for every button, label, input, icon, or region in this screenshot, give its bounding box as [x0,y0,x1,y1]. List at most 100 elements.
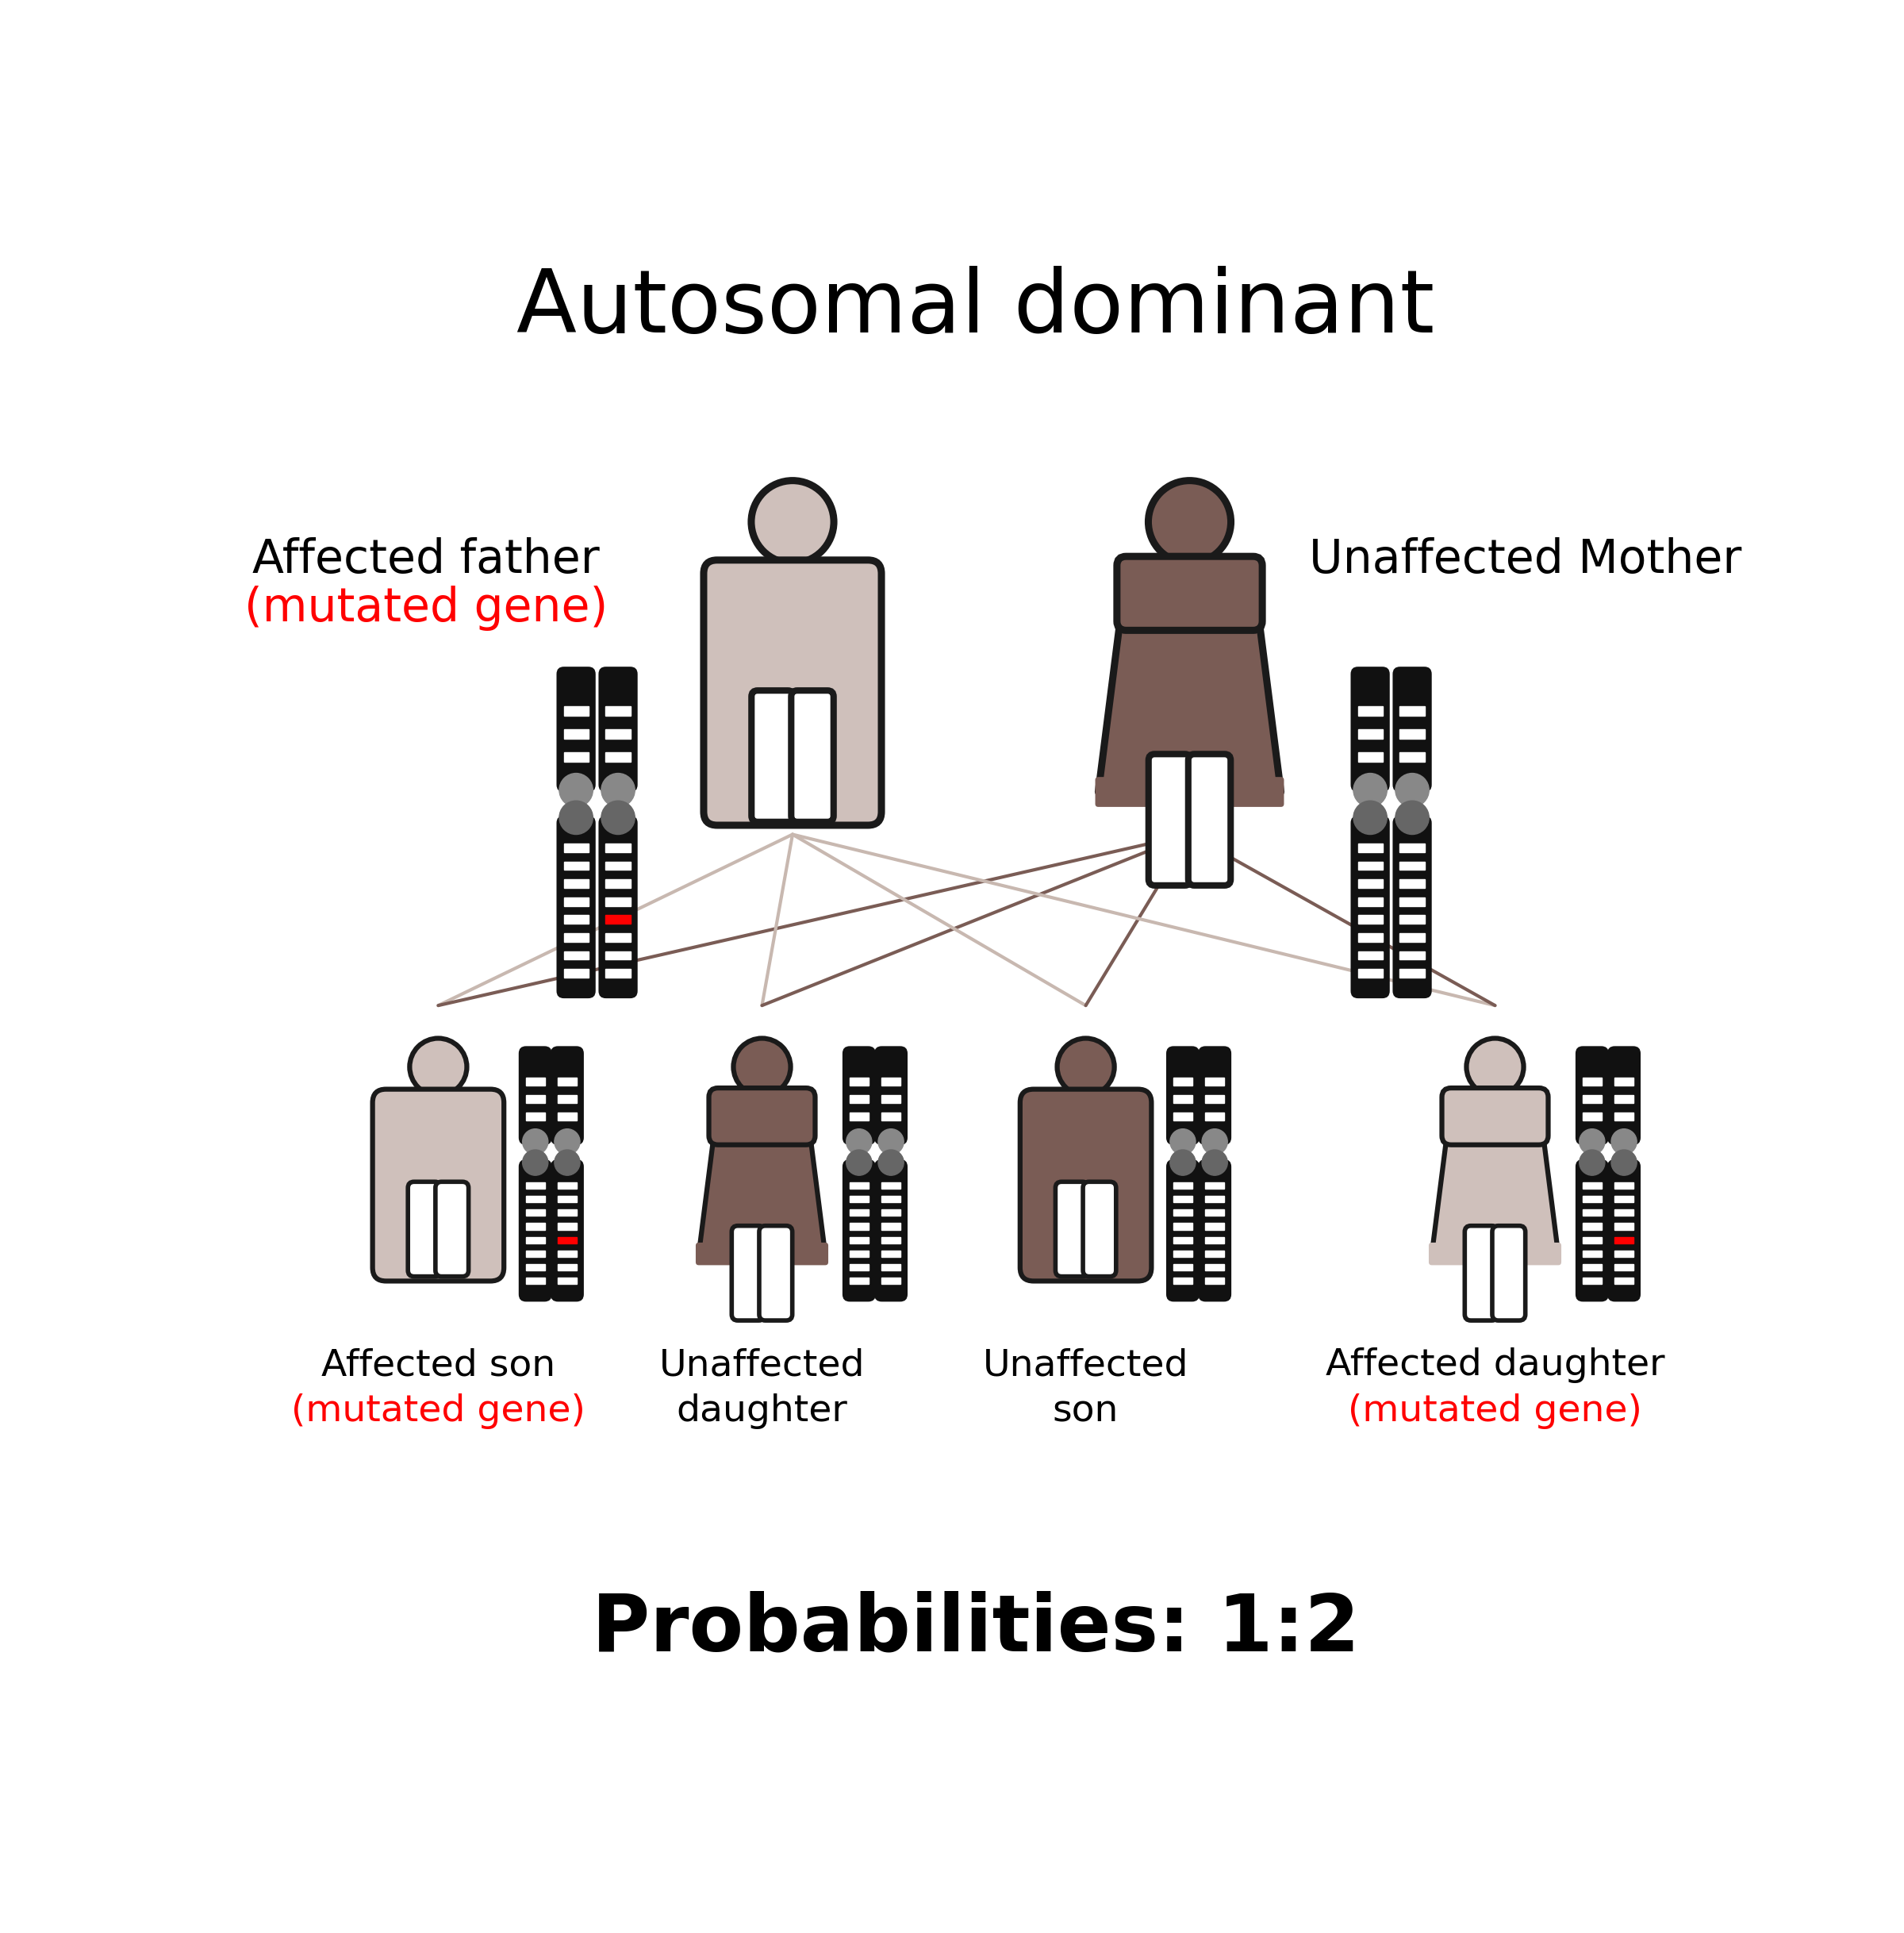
Circle shape [1057,1038,1114,1096]
FancyBboxPatch shape [842,1046,876,1144]
FancyBboxPatch shape [598,667,638,793]
Bar [605,752,630,762]
Bar [1582,1210,1601,1216]
Bar [1399,897,1424,907]
Bar [1582,1224,1601,1229]
Bar [1399,729,1424,738]
Bar [526,1183,545,1189]
Bar [882,1264,901,1270]
Text: Affected son: Affected son [322,1347,556,1384]
Circle shape [1148,481,1230,563]
Bar [605,914,630,924]
Bar [605,897,630,907]
Polygon shape [1099,574,1281,793]
Bar [1205,1251,1224,1256]
Bar [849,1197,868,1202]
Bar [1358,897,1382,907]
Bar [1205,1210,1224,1216]
Bar [1399,752,1424,762]
Bar [558,1079,577,1086]
Circle shape [1171,1150,1196,1175]
Bar [526,1251,545,1256]
Bar [1205,1183,1224,1189]
FancyBboxPatch shape [373,1088,505,1282]
Bar [564,862,588,870]
Bar [564,914,588,924]
Bar [1173,1210,1192,1216]
Bar [1582,1264,1601,1270]
FancyBboxPatch shape [1575,1160,1609,1301]
Bar [605,934,630,941]
Bar [1399,862,1424,870]
Bar [1358,968,1382,978]
Bar [605,706,630,715]
FancyBboxPatch shape [1083,1181,1116,1276]
FancyBboxPatch shape [1575,1046,1609,1144]
Bar [605,862,630,870]
Bar [882,1278,901,1284]
Bar [564,951,588,959]
Circle shape [845,1129,872,1154]
Bar [1173,1113,1192,1121]
Bar [1582,1197,1601,1202]
Bar [849,1251,868,1256]
Circle shape [1201,1129,1228,1154]
Bar [1358,934,1382,941]
Bar [1582,1251,1601,1256]
FancyBboxPatch shape [1350,816,1390,997]
Bar [1205,1264,1224,1270]
Circle shape [560,773,592,806]
Bar [558,1113,577,1121]
FancyBboxPatch shape [1198,1046,1232,1144]
Bar [1358,843,1382,852]
FancyBboxPatch shape [550,1160,585,1301]
Bar [849,1096,868,1104]
Bar [1173,1251,1192,1256]
Text: (mutated gene): (mutated gene) [244,586,607,630]
Bar [1205,1113,1224,1121]
Circle shape [1396,800,1430,835]
FancyBboxPatch shape [1464,1226,1498,1320]
Bar [1615,1183,1634,1189]
Bar [1615,1251,1634,1256]
Circle shape [1578,1150,1605,1175]
Circle shape [409,1038,466,1096]
Bar [526,1264,545,1270]
Bar [1205,1224,1224,1229]
Polygon shape [1432,1102,1557,1255]
Text: (mutated gene): (mutated gene) [291,1394,585,1428]
FancyBboxPatch shape [874,1160,908,1301]
Circle shape [1354,800,1386,835]
Circle shape [560,800,592,835]
FancyBboxPatch shape [598,816,638,997]
Bar [558,1183,577,1189]
Circle shape [554,1150,581,1175]
Bar [849,1264,868,1270]
Bar [526,1096,545,1104]
Bar [1205,1096,1224,1104]
Bar [882,1113,901,1121]
Bar [564,843,588,852]
Bar [558,1251,577,1256]
FancyBboxPatch shape [708,1088,815,1144]
Bar [564,729,588,738]
Bar [564,897,588,907]
Text: Probabilities: 1:2: Probabilities: 1:2 [592,1591,1359,1666]
FancyBboxPatch shape [1441,1088,1548,1144]
Bar [849,1113,868,1121]
Bar [849,1079,868,1086]
FancyBboxPatch shape [1118,557,1262,630]
FancyBboxPatch shape [1493,1226,1525,1320]
FancyBboxPatch shape [1198,1160,1232,1301]
FancyBboxPatch shape [556,667,596,793]
Bar [1399,934,1424,941]
Bar [849,1224,868,1229]
Bar [564,706,588,715]
Circle shape [522,1129,548,1154]
Text: Affected father: Affected father [253,537,600,582]
FancyBboxPatch shape [874,1046,908,1144]
Circle shape [1201,1150,1228,1175]
Bar [558,1278,577,1284]
FancyBboxPatch shape [1148,754,1190,885]
Bar [605,968,630,978]
